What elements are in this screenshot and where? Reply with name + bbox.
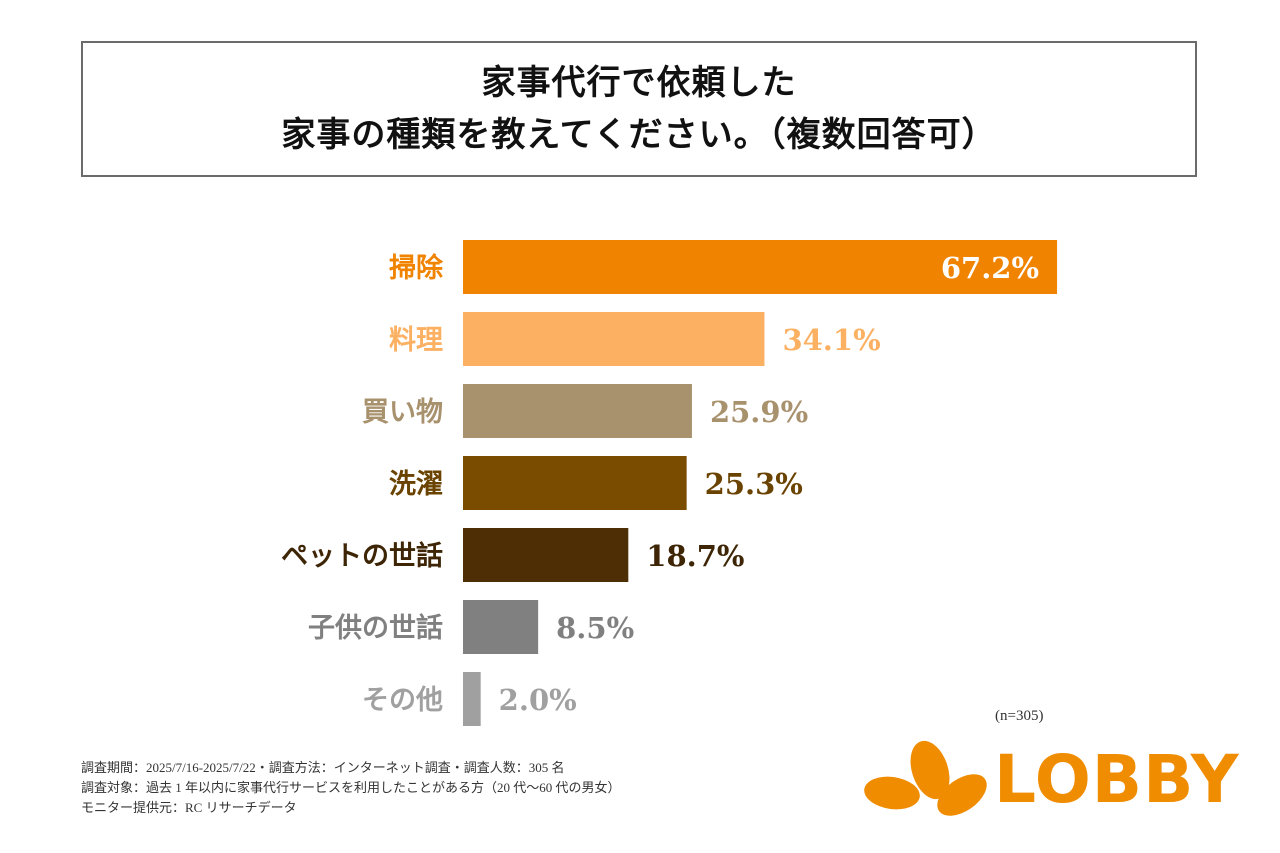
category-label: ペットの世話 [281,540,443,572]
value-label: 67.2% [941,251,1039,285]
value-label: 8.5% [556,611,634,645]
survey-notes: 調査期間：2025/7/16-2025/7/22・調査方法：インターネット調査・… [81,758,621,818]
category-label: 洗濯 [389,469,443,500]
value-label: 25.9% [710,395,808,429]
value-label: 25.3% [705,467,803,501]
title-line-1: 家事代行で依頼した [481,63,797,103]
note-source: モニター提供元：RC リサーチデータ [81,800,297,815]
bar-4 [463,528,629,582]
sample-size-label: (n=305) [995,708,1044,724]
category-label: 掃除 [389,252,444,284]
bar-1 [463,312,765,366]
leaf-logo-icon [864,740,987,816]
title-line-2: 家事の種類を教えてください。（複数回答可） [281,115,997,155]
bar-5 [463,600,539,654]
title-box: 家事代行で依頼した 家事の種類を教えてください。（複数回答可） [81,41,1197,177]
bar-0 [463,240,1058,294]
bar-3 [463,456,687,510]
category-label: 料理 [389,325,443,356]
value-label: 2.0% [499,683,577,717]
category-label: 子供の世話 [308,612,443,644]
category-label: 買い物 [362,397,443,428]
logo-text: LOBBY [994,741,1240,818]
bar-2 [463,384,692,438]
lobby-logo: LOBBY [862,740,1239,820]
category-label: その他 [362,685,443,716]
note-target: 調査対象：過去 1 年以内に家事代行サービスを利用したことがある方（20 代〜6… [81,780,621,795]
bar-6 [463,672,481,726]
value-label: 18.7% [646,539,744,573]
note-period: 調査期間：2025/7/16-2025/7/22・調査方法：インターネット調査・… [81,760,565,775]
value-label: 34.1% [782,323,880,357]
